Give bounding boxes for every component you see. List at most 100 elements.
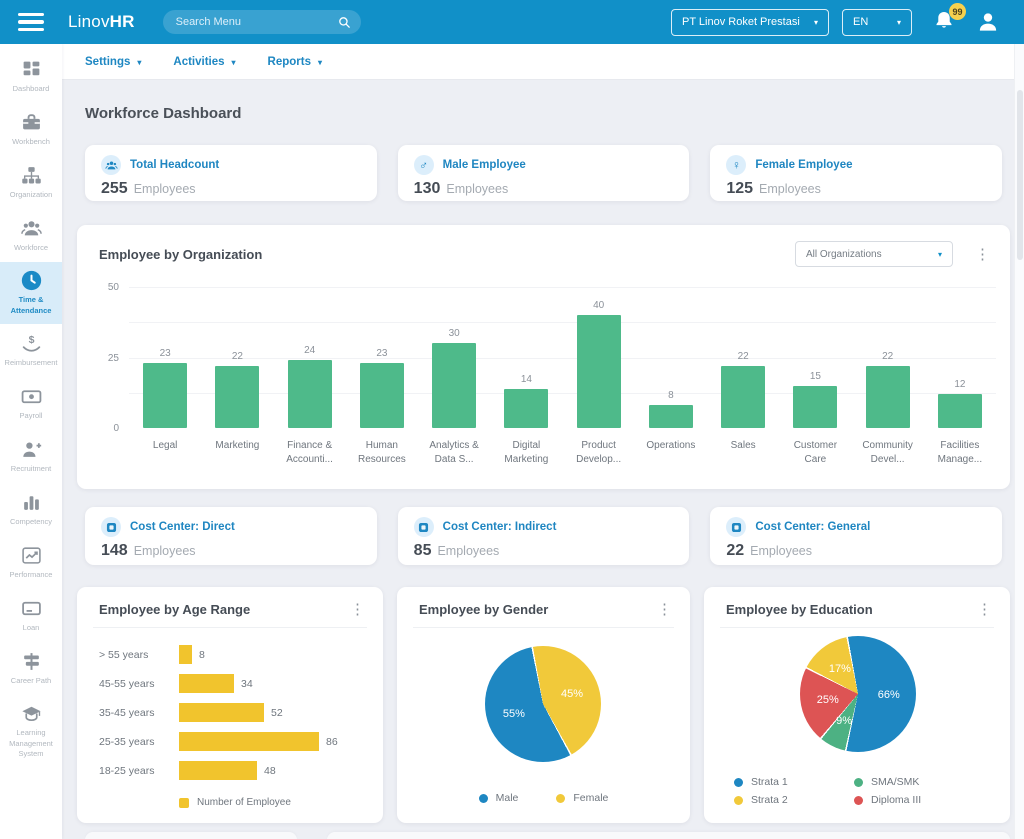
- company-select-value: PT Linov Roket Prestasi: [682, 16, 800, 28]
- sidebar-item-label: Reimbursement: [4, 357, 58, 367]
- sidebar-item-label: Performance: [9, 569, 53, 579]
- sidebar-item-workforce[interactable]: Workforce: [0, 209, 62, 262]
- organization-filter-select[interactable]: All Organizations ▾: [795, 241, 953, 267]
- sidebar-item-label: Recruitment: [10, 463, 52, 473]
- gender-pie-chart: 45% 55% Male Female: [397, 628, 690, 816]
- user-avatar[interactable]: [976, 10, 1000, 34]
- x-axis-category-label: Marketing: [215, 440, 260, 451]
- male-icon: ♂: [413, 155, 434, 175]
- legend-item-strata-1: Strata 1: [734, 776, 854, 788]
- nav-item-label: Settings: [85, 55, 131, 68]
- cost-card-general: Cost Center: General 22 Employees: [710, 507, 1003, 565]
- sidebar-item-label: Time & Attendance: [10, 295, 52, 315]
- stat-card-value: 255: [101, 180, 128, 197]
- pie: [485, 646, 601, 762]
- age-bar-chart: > 55 years 8 45-55 years 34 35-45 years 52 25-…: [77, 628, 383, 808]
- employee-by-organization-card: Employee by Organization All Organizatio…: [77, 225, 1010, 489]
- age-bar-value: 34: [241, 677, 253, 690]
- language-select[interactable]: EN ▾: [842, 8, 912, 36]
- sidebar-item-performance[interactable]: Performance: [0, 536, 62, 589]
- x-axis-category-label: Product Develop...: [576, 440, 622, 465]
- sidebar-item-workbench[interactable]: Workbench: [0, 103, 62, 156]
- cost-card-unit: Employees: [750, 544, 812, 558]
- cost-center-icon: [101, 517, 121, 537]
- stat-card-total-headcount: Total Headcount 255 Employees: [85, 145, 377, 201]
- bar-customer-care: 15: [779, 287, 851, 428]
- hamburger-menu-icon[interactable]: [18, 13, 44, 31]
- bar-value-label: 24: [304, 345, 316, 357]
- cost-card-unit: Employees: [133, 544, 196, 558]
- bar-legal: 23: [129, 287, 201, 428]
- bar-value-label: 15: [809, 370, 821, 382]
- clock-icon: [21, 270, 42, 291]
- person-plus-icon: [21, 439, 42, 460]
- org-bar-chart: 50 25 0 23 22 24 23 30 14 40 8 22 15 22 12 Legal Marketi…: [97, 279, 996, 479]
- logo-text: Linov: [68, 12, 110, 31]
- main-content: Workforce Dashboard Total Headcount 255 Em…: [62, 80, 1014, 839]
- logo-text-bold: HR: [109, 12, 135, 31]
- x-axis-category-label: Customer Care: [793, 440, 838, 465]
- bar-sales: 22: [707, 287, 779, 428]
- bar-digital-marketing: 14: [490, 287, 562, 428]
- age-bar-value: 48: [264, 764, 276, 777]
- cost-center-icon: [413, 517, 434, 537]
- x-axis-category-label: Digital Marketing: [504, 440, 549, 465]
- nav-item-reports[interactable]: Reports ▾: [268, 56, 322, 68]
- bar-value-label: 22: [737, 351, 749, 362]
- bar-value-label: 30: [448, 328, 460, 340]
- age-chart-title: Employee by Age Range: [99, 602, 251, 617]
- age-bar-value: 86: [326, 735, 338, 748]
- sidebar-item-recruitment[interactable]: Recruitment: [0, 430, 62, 483]
- graduation-cap-icon: [21, 703, 42, 724]
- legend-label: Strata 1: [751, 776, 788, 788]
- credit-card-icon: [21, 598, 42, 619]
- kebab-menu-icon[interactable]: ⋮: [350, 601, 365, 618]
- cost-card-row: Cost Center: Direct 148 Employees Cost Cent…: [85, 507, 1003, 565]
- sidebar-item-loan[interactable]: Loan: [0, 589, 62, 642]
- stat-card-male-employee: ♂ Male Employee 130 Employees: [397, 145, 690, 201]
- org-chart-title: Employee by Organization: [99, 246, 263, 262]
- search-input[interactable]: Search Menu: [162, 10, 361, 34]
- sidebar-item-time-attendance[interactable]: Time & Attendance: [0, 262, 62, 324]
- sidebar-item-dashboard[interactable]: Dashboard: [0, 50, 62, 103]
- legend-item-female: Female: [556, 792, 608, 804]
- age-bar-value: 8: [199, 648, 205, 661]
- education-chart-title: Employee by Education: [726, 602, 873, 617]
- nav-item-settings[interactable]: Settings ▾: [85, 56, 141, 68]
- person-icon: [979, 13, 997, 31]
- sidebar-item-career-path[interactable]: Career Path: [0, 642, 62, 695]
- hand-dollar-icon: $: [21, 333, 42, 354]
- sidebar-item-competency[interactable]: Competency: [0, 483, 62, 536]
- cost-card-value: 85: [413, 542, 432, 559]
- sidebar-item-label: Competency: [9, 516, 53, 526]
- legend-item-male: Male: [478, 792, 518, 804]
- bell-icon: [936, 11, 952, 28]
- legend-swatch: [179, 797, 189, 808]
- sidebar-item-payroll[interactable]: Payroll: [0, 377, 62, 430]
- y-axis-tick: 50: [107, 282, 119, 293]
- legend-item-diploma-iii: Diploma III: [854, 794, 994, 806]
- kebab-menu-icon[interactable]: ⋮: [657, 601, 672, 618]
- bar-value-label: 23: [159, 348, 171, 360]
- sidebar-item-label: Career Path: [10, 675, 52, 685]
- bar-value-label: 22: [231, 351, 243, 362]
- vertical-scrollbar[interactable]: [1014, 44, 1024, 839]
- sidebar-item-label: Workbench: [12, 136, 50, 146]
- cost-card-label: Cost Center: General: [755, 521, 871, 533]
- page-title: Workforce Dashboard: [85, 105, 242, 122]
- kebab-menu-icon[interactable]: ⋮: [977, 601, 992, 618]
- nav-item-activities[interactable]: Activities ▾: [173, 56, 235, 68]
- education-pie-chart: 66% 9% 25% 17% Strata 1 SMA/SMK Strata 2 Diplom…: [704, 628, 1010, 816]
- sidebar-item-reimbursement[interactable]: $ Reimbursement: [0, 324, 62, 377]
- stat-card-value: 125: [726, 180, 754, 197]
- kebab-menu-icon[interactable]: ⋮: [975, 245, 990, 263]
- sidebar-item-learning-management-system[interactable]: Learning Management System: [0, 695, 62, 768]
- company-select[interactable]: PT Linov Roket Prestasi ▾: [671, 8, 829, 36]
- signpost-icon: [21, 651, 42, 672]
- age-bar-row: 18-25 years 48: [99, 756, 369, 785]
- secondary-nav: Settings ▾ Activities ▾ Reports ▾: [62, 44, 1014, 80]
- age-bar-row: 45-55 years 34: [99, 669, 369, 698]
- sidebar-item-organization[interactable]: Organization: [0, 156, 62, 209]
- notifications-button[interactable]: 99: [933, 3, 966, 34]
- scrollbar-thumb[interactable]: [1017, 90, 1023, 260]
